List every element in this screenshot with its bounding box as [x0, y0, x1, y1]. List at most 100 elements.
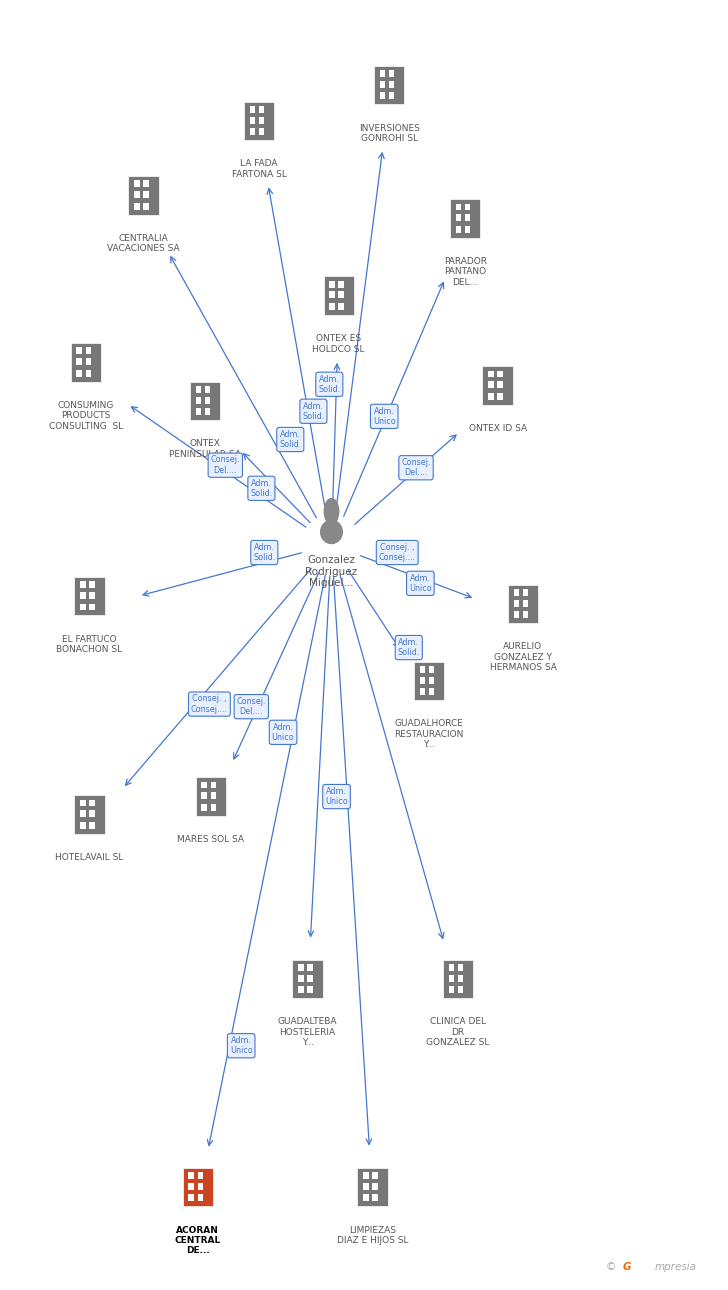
Text: Adm.
Unico: Adm. Unico — [325, 787, 348, 806]
Bar — [196, 397, 201, 404]
Bar — [196, 778, 226, 815]
Bar — [523, 611, 528, 618]
Bar — [74, 795, 105, 833]
Bar — [89, 822, 95, 828]
Text: GUADALTEBA
HOSTELERIA
Y...: GUADALTEBA HOSTELERIA Y... — [278, 1018, 337, 1047]
Bar — [205, 386, 210, 393]
Bar — [443, 960, 473, 998]
Bar — [523, 600, 528, 606]
Bar — [205, 408, 210, 415]
Bar — [458, 975, 463, 982]
Bar — [380, 70, 385, 77]
Text: PARADOR
PANTANO
DEL...: PARADOR PANTANO DEL... — [443, 257, 486, 286]
Text: Adm.
Solid.: Adm. Solid. — [302, 401, 325, 421]
Bar — [380, 93, 385, 99]
Bar — [189, 1173, 194, 1179]
Bar — [488, 393, 494, 400]
Bar — [429, 689, 434, 695]
Text: ©: © — [606, 1262, 617, 1272]
Bar — [80, 810, 85, 818]
Text: Consej.
Del....: Consej. Del.... — [210, 455, 240, 475]
Bar — [374, 66, 405, 104]
Text: Consej.
Del....: Consej. Del.... — [237, 697, 266, 716]
Bar — [339, 281, 344, 288]
Bar — [189, 1195, 194, 1201]
Bar — [210, 804, 216, 811]
Bar — [89, 604, 95, 610]
Bar — [507, 584, 538, 623]
Bar — [363, 1195, 368, 1201]
Bar — [363, 1183, 368, 1189]
Bar — [513, 600, 519, 606]
Bar — [134, 191, 140, 199]
Bar — [80, 822, 85, 828]
Bar — [429, 677, 434, 684]
Bar — [429, 666, 434, 673]
Bar — [143, 191, 149, 199]
Bar — [483, 366, 513, 405]
Text: INVERSIONES
GONROHI SL: INVERSIONES GONROHI SL — [359, 124, 420, 143]
Bar — [80, 592, 85, 599]
Bar — [456, 226, 462, 232]
Bar — [89, 592, 95, 599]
Bar — [450, 199, 480, 237]
Bar — [259, 128, 264, 135]
Bar — [380, 81, 385, 88]
Text: HOTELAVAIL SL: HOTELAVAIL SL — [55, 853, 124, 862]
Bar — [86, 347, 91, 355]
Bar — [458, 987, 463, 993]
Bar — [389, 81, 395, 88]
Bar — [298, 987, 304, 993]
Bar — [456, 214, 462, 222]
Bar — [456, 204, 462, 210]
Bar — [259, 106, 264, 112]
Bar — [339, 292, 344, 298]
Bar — [134, 203, 140, 210]
Bar — [389, 70, 395, 77]
Text: Consej.
Del....: Consej. Del.... — [401, 458, 431, 477]
Bar — [250, 106, 256, 112]
Bar — [143, 181, 149, 187]
Text: Adm.
Unico: Adm. Unico — [230, 1036, 253, 1055]
Bar — [307, 987, 313, 993]
Bar — [298, 975, 304, 982]
Bar — [250, 128, 256, 135]
Text: LA FADA
FARTONA SL: LA FADA FARTONA SL — [232, 160, 287, 179]
Text: LIMPIEZAS
DIAZ E HIJOS SL: LIMPIEZAS DIAZ E HIJOS SL — [337, 1226, 408, 1245]
Bar — [189, 1183, 194, 1189]
Bar — [74, 577, 105, 615]
Bar — [128, 177, 159, 214]
Bar — [210, 792, 216, 800]
Bar — [202, 804, 207, 811]
Text: CENTRALIA
VACACIONES SA: CENTRALIA VACACIONES SA — [107, 233, 180, 253]
Bar — [89, 800, 95, 806]
Bar — [197, 1183, 203, 1189]
Bar — [259, 116, 264, 124]
Text: ONTEX ES
HOLDCO SL: ONTEX ES HOLDCO SL — [312, 334, 365, 353]
Bar — [372, 1183, 378, 1189]
Bar — [497, 393, 503, 400]
Bar — [210, 782, 216, 788]
Bar — [513, 611, 519, 618]
Bar — [76, 359, 82, 365]
Text: Adm.
Solid.: Adm. Solid. — [397, 637, 420, 658]
Bar — [448, 987, 454, 993]
Bar — [414, 662, 444, 700]
Bar — [458, 964, 463, 971]
Bar — [419, 666, 425, 673]
Bar — [448, 975, 454, 982]
Bar — [250, 116, 256, 124]
Bar — [89, 582, 95, 588]
Bar — [329, 303, 335, 310]
Bar — [298, 964, 304, 971]
Bar — [465, 226, 470, 232]
Bar — [76, 370, 82, 377]
Bar — [196, 408, 201, 415]
Text: G: G — [622, 1262, 631, 1272]
Bar — [488, 370, 494, 378]
Bar — [448, 964, 454, 971]
Bar — [190, 382, 221, 421]
Bar — [197, 1173, 203, 1179]
Text: Gonzalez
Rodriguez
Miguel...: Gonzalez Rodriguez Miguel... — [306, 555, 357, 588]
Bar — [419, 677, 425, 684]
